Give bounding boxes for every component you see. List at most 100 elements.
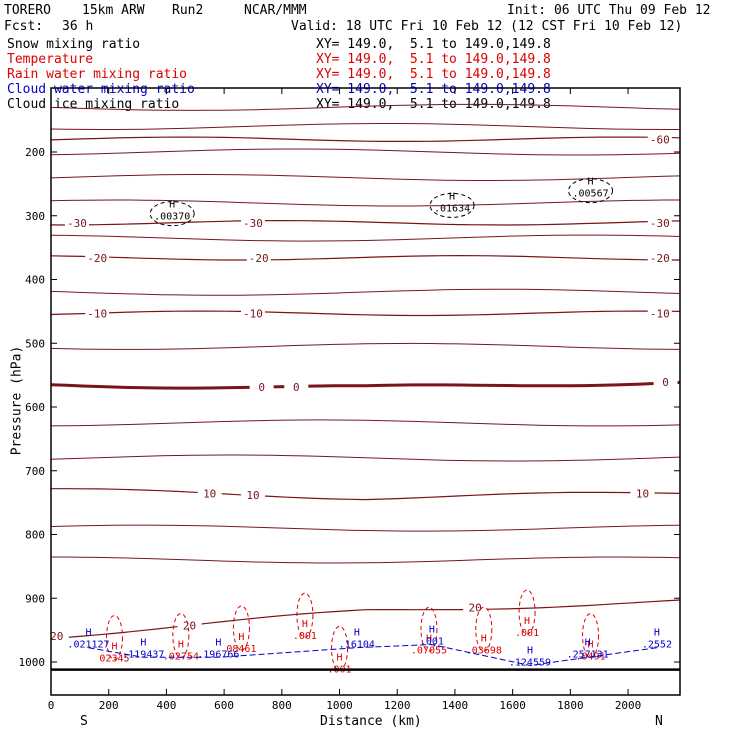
y-axis-label: Pressure (hPa): [9, 345, 25, 456]
valid-time: Valid: 18 UTC Fri 10 Feb 12 (12 CST Fri …: [291, 19, 683, 34]
cloud-water-max-marker: H: [654, 628, 660, 639]
x-axis-north-label: N: [655, 714, 663, 729]
temperature-contour-label: -30: [67, 217, 87, 230]
contour-label-bg: [653, 375, 678, 388]
cloud-water-max-marker: H: [585, 637, 591, 648]
x-tick-label: 1400: [442, 699, 469, 712]
model-resolution: 15km ARW: [82, 3, 145, 18]
temperature-contour-label: -30: [650, 217, 670, 230]
y-tick-label: 200: [25, 146, 45, 159]
y-tick-label: 600: [25, 401, 45, 414]
cloud-ice-max-label: .00370: [154, 212, 190, 223]
contour-label-bg: [647, 216, 672, 229]
rain-max-label: 02345: [99, 654, 129, 665]
temperature-contour-label: -10: [87, 307, 107, 320]
run-label: Run2: [172, 3, 204, 18]
rain-max-marker: H: [302, 619, 308, 630]
x-tick-label: 0: [48, 699, 55, 712]
temperature-contour-label: -10: [650, 307, 670, 320]
cloud-water-max-label: .021127: [67, 640, 109, 651]
field-xy-temperature: XY= 149.0, 5.1 to 149.0,149.8: [316, 52, 551, 67]
x-tick-label: 400: [156, 699, 176, 712]
cloud-ice-contour: [149, 201, 195, 227]
temperature-contour: [50, 419, 681, 427]
cloud-water-max-label: .2552: [642, 640, 672, 651]
rain-contour: [105, 615, 123, 661]
rain-max-label: .001: [515, 628, 539, 639]
x-tick-label: 600: [214, 699, 234, 712]
temperature-contour-label: 20: [50, 630, 63, 643]
y-tick-label: 800: [25, 529, 45, 542]
cloud-water-max-marker: H: [140, 637, 146, 648]
rain-max-marker: H: [524, 616, 530, 627]
field-name-rain: Rain water mixing ratio: [7, 67, 188, 82]
field-name-temperature: Temperature: [7, 52, 94, 67]
contour-label-bg: [240, 216, 265, 229]
cloud-water-max-marker: H: [85, 628, 91, 639]
temperature-contour: [50, 148, 681, 156]
cloud-water-max-label: .257131: [567, 649, 609, 660]
x-tick-label: 800: [272, 699, 292, 712]
rain-contour: [582, 613, 600, 659]
temperature-contour: [50, 380, 681, 390]
temperature-contour: [50, 599, 681, 640]
x-tick-label: 1000: [326, 699, 353, 712]
x-tick-label: 1600: [499, 699, 526, 712]
x-axis-label: Distance (km): [320, 714, 422, 729]
rain-max-label: 08461: [226, 644, 256, 655]
rain-max-marker: H: [588, 640, 594, 651]
x-tick-label: 1800: [557, 699, 584, 712]
contour-label-bg: [64, 216, 89, 229]
field-name-snow: Snow mixing ratio: [7, 37, 141, 52]
temperature-contour: [50, 310, 681, 317]
rain-max-marker: H: [481, 633, 487, 644]
rain-max-marker: H: [337, 652, 343, 663]
temperature-contour-label: 0: [293, 381, 300, 394]
init-time: Init: 06 UTC Thu 09 Feb 12: [507, 3, 711, 18]
y-tick-label: 900: [25, 592, 45, 605]
contour-label-bg: [249, 380, 274, 393]
temperature-contour-label: 20: [469, 602, 482, 615]
temperature-contour: [50, 136, 681, 142]
model-name: TORERO: [4, 3, 51, 18]
temperature-contour: [50, 288, 681, 296]
cloud-water-max-marker: H: [429, 625, 435, 636]
temperature-contour-label: -20: [650, 252, 670, 265]
rain-contour: [232, 605, 250, 651]
contour-label-bg: [647, 251, 672, 264]
temperature-contour-label: -20: [249, 252, 269, 265]
cloud-ice-max-marker: H: [588, 177, 594, 188]
cloud-water-max-marker: H: [527, 646, 533, 657]
temperature-contour: [50, 524, 681, 532]
temperature-contour-label: 0: [258, 381, 265, 394]
rain-max-marker: H: [111, 642, 117, 653]
contour-label-bg: [647, 307, 672, 320]
temperature-contour: [51, 488, 681, 501]
cloud-water-max-label: .119437: [122, 649, 164, 660]
y-tick-label: 1000: [19, 656, 46, 669]
temperature-contour: [50, 123, 680, 130]
temperature-contour: [50, 234, 681, 242]
forecast-hours: 36 h: [62, 19, 94, 34]
rain-contour: [475, 606, 493, 652]
temperature-contour-label: 10: [203, 488, 216, 501]
x-tick-label: 200: [99, 699, 119, 712]
contour-label-bg: [630, 487, 655, 500]
temperature-contour: [51, 556, 681, 564]
x-tick-label: 2000: [615, 699, 642, 712]
temperature-contour-label: 10: [636, 488, 649, 501]
cloud-ice-max-label: .00567: [572, 189, 608, 200]
temperature-contour-label: -30: [243, 217, 263, 230]
temperature-contour: [50, 454, 681, 462]
contour-label-bg: [177, 619, 202, 632]
contour-label-bg: [240, 488, 265, 501]
cloud-water-max-marker: H: [215, 637, 221, 648]
cloud-water-max-label: .196766: [197, 649, 239, 660]
rain-contour: [420, 606, 438, 652]
contour-label-bg: [85, 307, 110, 320]
rain-max-label: .03698: [466, 645, 502, 656]
cloud-water-max-label: .124559: [509, 658, 551, 669]
x-axis-south-label: S: [80, 714, 88, 729]
rain-max-marker: H: [178, 640, 184, 651]
